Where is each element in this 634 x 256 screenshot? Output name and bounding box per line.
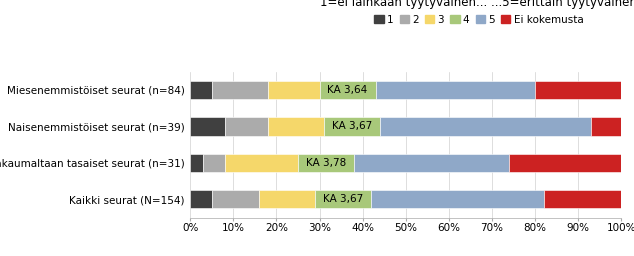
Bar: [591, 117, 621, 135]
Text: KA 3,67: KA 3,67: [332, 121, 372, 131]
Bar: [212, 81, 268, 99]
Bar: [375, 81, 535, 99]
Bar: [315, 190, 372, 208]
Bar: [268, 81, 320, 99]
Bar: [354, 154, 509, 172]
Bar: [190, 81, 212, 99]
Legend: 1, 2, 3, 4, 5, Ei kokemusta: 1, 2, 3, 4, 5, Ei kokemusta: [316, 0, 634, 29]
Bar: [320, 81, 375, 99]
Bar: [372, 190, 544, 208]
Bar: [259, 190, 315, 208]
Text: KA 3,67: KA 3,67: [323, 194, 363, 204]
Bar: [535, 81, 621, 99]
Bar: [298, 154, 354, 172]
Bar: [224, 154, 298, 172]
Bar: [212, 190, 259, 208]
Bar: [509, 154, 621, 172]
Text: KA 3,64: KA 3,64: [327, 85, 368, 95]
Bar: [324, 117, 380, 135]
Bar: [544, 190, 621, 208]
Bar: [203, 154, 224, 172]
Text: KA 3,78: KA 3,78: [306, 158, 346, 168]
Bar: [190, 190, 212, 208]
Bar: [268, 117, 324, 135]
Bar: [380, 117, 591, 135]
Bar: [190, 117, 224, 135]
Bar: [224, 117, 268, 135]
Bar: [190, 154, 203, 172]
